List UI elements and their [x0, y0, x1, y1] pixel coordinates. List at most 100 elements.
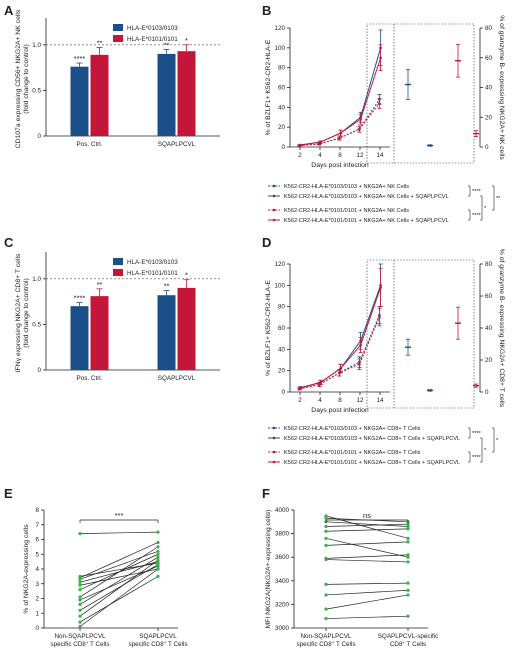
- data-point: [319, 140, 322, 144]
- x-tick-label: 12: [356, 152, 364, 159]
- data-point: [406, 540, 410, 544]
- data-point: [406, 593, 410, 597]
- y-tick-label: 60: [278, 85, 286, 92]
- data-point: [406, 553, 410, 557]
- data-point: [156, 567, 160, 571]
- y-tick-label: 8: [35, 507, 39, 514]
- y-tick-label: 20: [278, 368, 286, 375]
- data-point: [359, 343, 362, 347]
- x-tick-label: 12: [356, 397, 364, 404]
- significance-label: ****: [472, 213, 482, 219]
- data-point: [324, 514, 328, 518]
- pair-line: [79, 550, 159, 580]
- pair-line: [79, 542, 159, 579]
- significance-label: ns: [363, 511, 371, 520]
- y-tick-label: 7: [35, 522, 39, 529]
- y-tick-label: 100: [274, 45, 285, 52]
- data-point: [78, 598, 82, 602]
- y-tick-label: 80: [278, 304, 286, 311]
- significance-label: ****: [472, 455, 482, 461]
- legend-swatch: [113, 258, 123, 265]
- right-y-tick-label: 60: [485, 55, 493, 62]
- right-y-tick-label: 20: [485, 114, 493, 121]
- data-point: [78, 580, 82, 584]
- y-tick-label: 0: [37, 133, 41, 140]
- legend-marker: [272, 194, 276, 198]
- data-point: [406, 522, 410, 526]
- data-point: [156, 564, 160, 568]
- significance-label: *: [484, 448, 487, 454]
- bar: [157, 53, 176, 136]
- significance-label: **: [164, 40, 170, 49]
- y-axis-label: (fold change to control): [23, 44, 30, 114]
- x-tick-label: CD8+ T Cells: [390, 640, 426, 649]
- legend-label: K562-CR2-HLA-E*0101/0101 + NKG2A+ CD8+ T…: [284, 450, 421, 456]
- y-tick-label: 0: [35, 625, 39, 632]
- y-tick-label: 0: [281, 389, 285, 396]
- data-point: [324, 536, 328, 540]
- x-tick-label: specific CD8+ T Cells: [128, 640, 187, 649]
- data-point: [299, 143, 302, 147]
- data-point: [78, 608, 82, 612]
- data-point: [319, 381, 322, 384]
- right-y-axis-label: % of granzyme B- expressing NKG2A+ NK ce…: [498, 15, 505, 160]
- data-point: [156, 540, 160, 545]
- y-tick-label: 0.5: [32, 87, 41, 94]
- significance-label: *: [185, 36, 188, 45]
- right-y-axis-label: % of granzyme B- expressing NKG2A+ CD8+ …: [498, 249, 505, 408]
- x-tick-label: 14: [376, 152, 384, 159]
- legend-marker: [272, 426, 276, 430]
- data-point: [324, 607, 328, 611]
- bar: [177, 51, 196, 136]
- y-tick-label: 3: [35, 581, 39, 588]
- legend-marker: [272, 184, 276, 188]
- y-tick-label: 6: [35, 537, 39, 544]
- legend-marker: [272, 218, 276, 222]
- pair-line: [79, 568, 159, 586]
- y-tick-label: 1.0: [32, 42, 41, 49]
- data-point: [78, 620, 82, 624]
- data-point: [324, 529, 328, 533]
- x-tick-label: Pos. Ctrl.: [77, 141, 103, 148]
- data-point: [78, 614, 82, 618]
- significance-label: **: [496, 196, 501, 202]
- y-tick-label: 1.0: [32, 276, 41, 283]
- legend-swatch: [113, 35, 123, 42]
- y-tick-label: 3600: [275, 554, 290, 561]
- legend-label: K562-CR2-HLA-E*0101/0101 + NKG2A+ CD8+ T…: [284, 460, 460, 466]
- data-point: [78, 595, 82, 599]
- data-point: [379, 56, 382, 60]
- legend-marker: [272, 208, 276, 212]
- y-tick-label: 3000: [275, 625, 290, 632]
- significance-label: ****: [74, 294, 86, 303]
- x-tick-label: specific CD8+ T Cells: [296, 640, 355, 649]
- pair-line: [325, 559, 409, 563]
- y-axis-label: CD107a expressing CD56+ NKG2A+ NK cells: [15, 9, 22, 148]
- x-tick-label: 4: [318, 397, 322, 404]
- legend-marker: [272, 436, 276, 440]
- data-point: [324, 556, 328, 560]
- pair-line: [79, 568, 159, 627]
- data-point: [339, 367, 342, 370]
- right-y-tick-label: 80: [485, 261, 493, 268]
- series-line: [299, 99, 380, 147]
- bar: [90, 54, 109, 136]
- data-point: [156, 555, 160, 559]
- data-point: [406, 524, 410, 529]
- x-tick-label: Pos. Ctrl.: [77, 375, 103, 382]
- data-point: [379, 286, 382, 289]
- y-tick-label: 80: [278, 65, 286, 72]
- data-point: [406, 614, 410, 618]
- data-point: [156, 552, 160, 556]
- legend-label: K562-CR2-HLA-E*0103/0103 + NKG2A+ CD8+ T…: [284, 436, 460, 442]
- data-point: [406, 536, 410, 540]
- legend-label: K562-CR2-HLA-E*0103/0103 + NKG2A+ NK Cel…: [284, 194, 449, 200]
- x-tick-label: 14: [376, 397, 384, 404]
- panel-label-C: C: [4, 235, 14, 250]
- data-point: [406, 555, 410, 559]
- data-point: [78, 602, 82, 607]
- x-tick-label: SQAPLPCVL: [139, 633, 177, 640]
- y-tick-label: 4000: [275, 507, 290, 514]
- x-tick-label: Non-SQAPLPCVL: [300, 633, 352, 640]
